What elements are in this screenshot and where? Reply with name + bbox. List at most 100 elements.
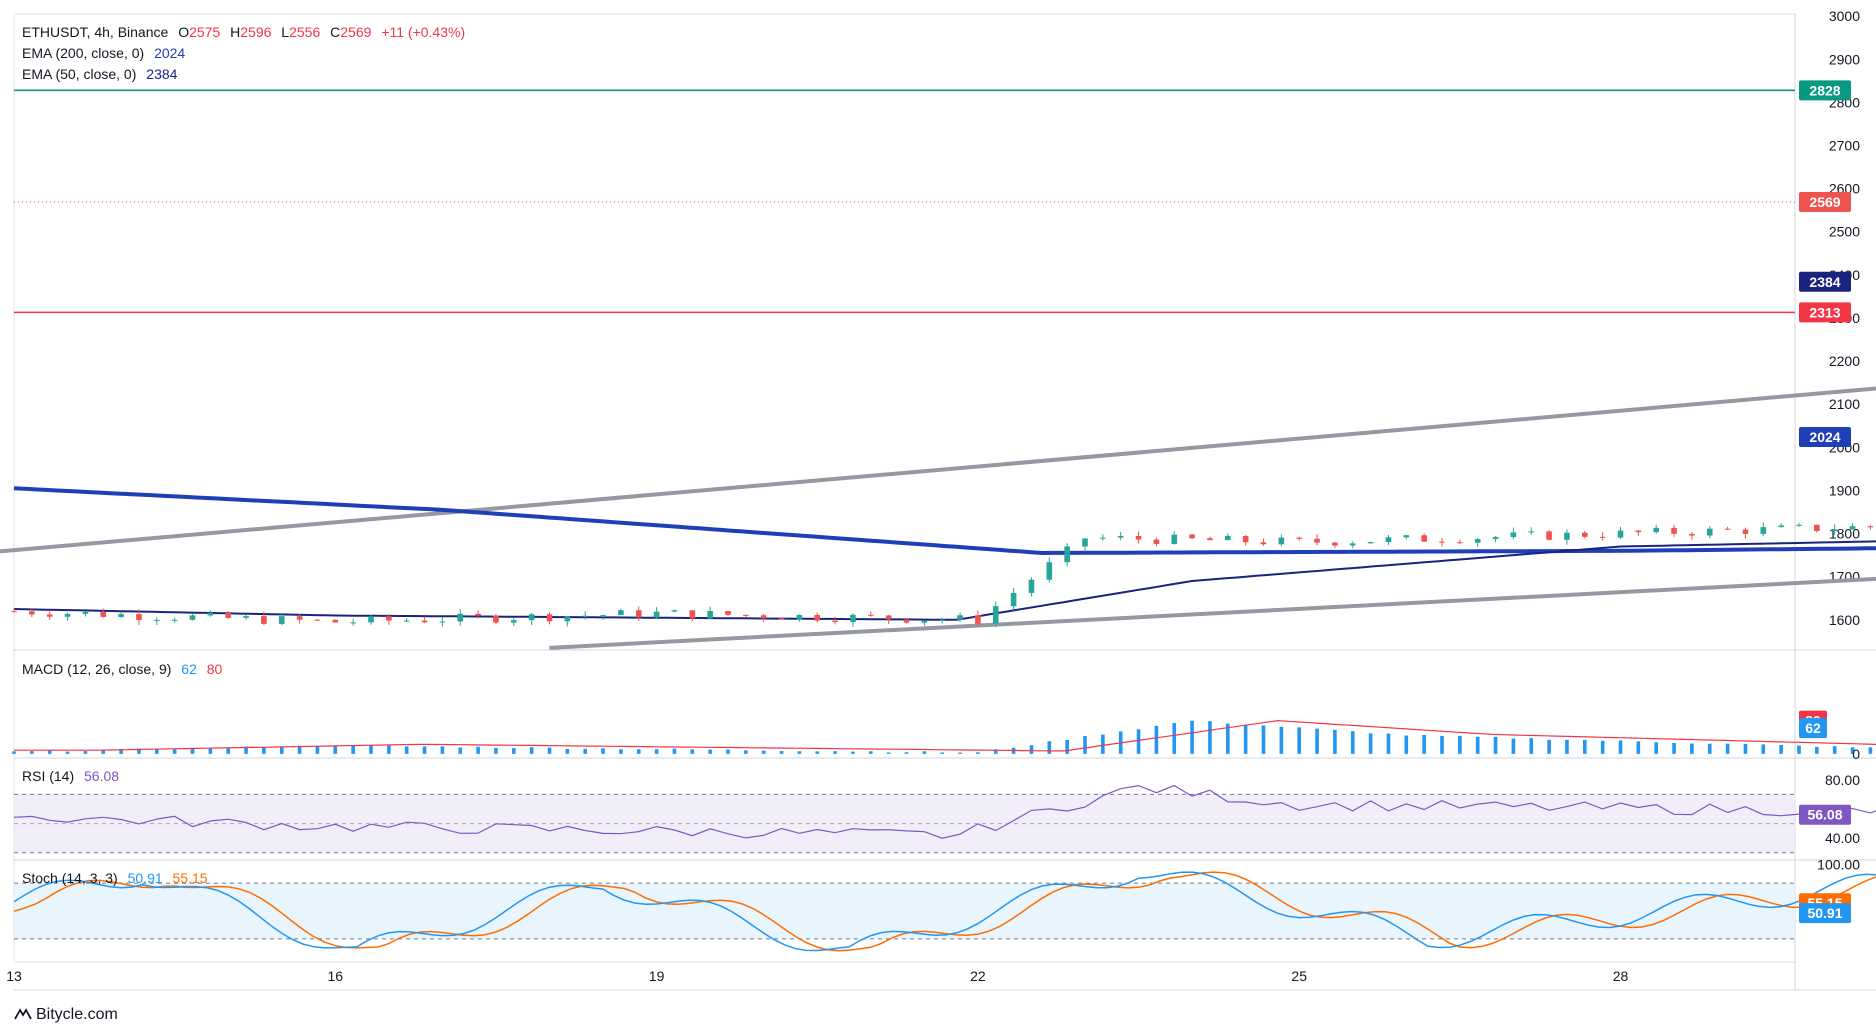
candle-bearish: [1671, 527, 1677, 534]
price-tick-label: 3000: [1829, 8, 1860, 24]
candle-bearish: [975, 615, 981, 624]
candle-bullish: [64, 613, 71, 617]
macd-bar: [886, 752, 891, 754]
macd-bar: [190, 747, 195, 754]
macd-bar: [1797, 745, 1801, 754]
macd-bar: [1707, 743, 1712, 754]
macd-bar: [1815, 746, 1819, 754]
ema200-label: EMA (200, close, 0): [22, 45, 145, 61]
candle-bullish: [439, 621, 446, 623]
candle-bullish: [1100, 537, 1106, 539]
macd-bar: [422, 746, 427, 754]
candle-bearish: [1742, 529, 1749, 534]
macd-bar: [1065, 739, 1069, 754]
candle-bullish: [921, 620, 928, 623]
candle-bullish: [82, 611, 89, 614]
rsi-tick-label: 40.00: [1825, 830, 1860, 846]
macd-bar: [1422, 734, 1426, 754]
candle-bullish: [1046, 562, 1053, 580]
candle-bearish: [11, 611, 17, 613]
macd-bar: [1529, 738, 1534, 754]
stoch-band: [14, 883, 1795, 939]
ema50-legend[interactable]: EMA (50, close, 0) 2384: [22, 66, 183, 82]
macd-legend[interactable]: MACD (12, 26, close, 9) 62 80: [22, 661, 222, 677]
candle-bullish: [1385, 537, 1392, 543]
candle-bullish: [653, 611, 660, 618]
macd-bar: [315, 746, 320, 754]
candle-bearish: [136, 614, 142, 621]
symbol-header: ETHUSDT, 4h, Binance O2575 H2596 L2556 C…: [22, 24, 471, 40]
time-tick-label: 13: [6, 968, 22, 984]
macd-bar: [1440, 735, 1444, 754]
candle-bearish: [1296, 537, 1302, 539]
ohlc-open: O2575: [178, 24, 221, 40]
candle-bearish: [1242, 536, 1249, 543]
macd-bar: [601, 748, 605, 754]
candle-bearish: [493, 615, 499, 623]
time-tick-label: 22: [970, 968, 986, 984]
candle-bearish: [225, 612, 231, 618]
candle-bearish: [1439, 541, 1445, 543]
macd-bar: [779, 751, 784, 754]
candle-bearish: [1814, 524, 1820, 531]
candle-bearish: [1599, 536, 1606, 538]
macd-bar: [1154, 725, 1159, 754]
candle-bullish: [1064, 546, 1070, 563]
macd-bar: [1743, 744, 1748, 754]
macd-bar: [1279, 726, 1284, 754]
macd-bar: [654, 749, 659, 754]
macd-bar: [690, 749, 695, 754]
macd-bar: [619, 749, 623, 754]
macd-axis-badge: [1799, 718, 1827, 739]
macd-signal-value: 80: [206, 661, 223, 677]
candle-bearish: [725, 611, 731, 615]
candle-bearish: [261, 616, 267, 624]
macd-bar: [1297, 727, 1301, 754]
macd-bar: [922, 751, 927, 754]
candle-bearish: [386, 616, 392, 621]
macd-bar: [1565, 739, 1569, 754]
candle-bullish: [1117, 536, 1124, 538]
macd-bar: [815, 751, 820, 754]
rsi-axis-badge-label: 56.08: [1807, 807, 1842, 823]
macd-bar: [1725, 743, 1730, 754]
macd-bar: [297, 745, 302, 754]
price-axis-badge: [1799, 426, 1851, 447]
candle-bullish: [1528, 531, 1535, 533]
macd-bar: [1386, 733, 1391, 754]
candle-bearish: [1207, 538, 1213, 541]
rsi-legend[interactable]: RSI (14) 56.08: [22, 768, 119, 784]
candle-bullish: [1082, 538, 1088, 547]
candle-bearish: [778, 618, 785, 620]
candle-bullish: [582, 615, 588, 617]
macd-bar: [47, 750, 52, 754]
macd-bar: [172, 749, 177, 754]
candle-bearish: [475, 613, 481, 616]
macd-bar: [761, 750, 766, 754]
candle-bearish: [689, 610, 696, 619]
macd-bar: [833, 751, 837, 754]
macd-bar: [547, 747, 552, 754]
candle-bearish: [814, 614, 821, 621]
stoch-legend[interactable]: Stoch (14, 3, 3) 50.91 55.15: [22, 870, 208, 886]
macd-bar: [636, 749, 641, 754]
macd-bar: [1690, 743, 1694, 754]
rsi-axis-badge: [1799, 804, 1851, 825]
candle-bullish: [564, 616, 571, 622]
candle-bullish: [243, 616, 249, 618]
brand-footer[interactable]: Bitycle.com: [14, 1006, 118, 1024]
macd-bar: [369, 745, 373, 754]
macd-bar: [1761, 744, 1766, 754]
macd-bar: [1511, 738, 1516, 754]
macd-bar: [1208, 721, 1212, 754]
macd-axis-badge-label: 62: [1805, 720, 1821, 736]
candle-bullish: [350, 622, 356, 624]
candle-bullish: [1760, 527, 1767, 534]
candle-bearish: [635, 610, 642, 618]
macd-bar: [155, 749, 159, 754]
macd-bar: [1779, 744, 1783, 754]
ema200-legend[interactable]: EMA (200, close, 0) 2024: [22, 45, 191, 61]
ohlc-change: +11 (+0.43%): [381, 24, 466, 40]
macd-bar: [512, 748, 516, 754]
